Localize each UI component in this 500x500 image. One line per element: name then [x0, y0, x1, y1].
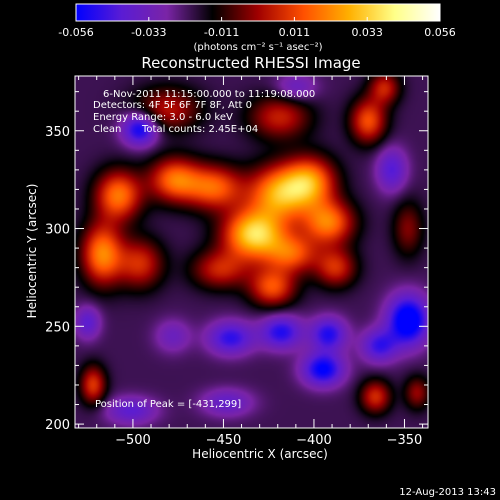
detectors-text: Detectors: 4F 5F 6F 7F 8F, Att 0: [93, 100, 252, 111]
colorbar-tick-label: -0.011: [204, 26, 239, 39]
footer-timestamp: 12-Aug-2013 13:43: [399, 487, 496, 498]
y-tick-label: 300: [45, 223, 70, 238]
peak-position-text: Position of Peak = [-431,299]: [95, 399, 241, 410]
annotation-block: 6-Nov-2011 11:15:00.000 to 11:19:08.000 …: [93, 89, 315, 410]
colorbar-tick-label: 0.011: [279, 26, 311, 39]
x-tick-label: −400: [296, 433, 332, 448]
total-counts-text: Total counts: 2.45E+04: [141, 124, 258, 135]
plot-frame: [74, 75, 429, 429]
colorbar-tick-label: -0.056: [58, 26, 93, 39]
y-tick-label: 350: [45, 125, 70, 140]
colorbar-unit-label: (photons cm⁻² s⁻¹ asec⁻²): [193, 42, 322, 53]
colorbar-tick-label: -0.033: [131, 26, 166, 39]
y-tick-label: 200: [45, 418, 70, 433]
x-axis-label: Heliocentric X (arcsec): [192, 447, 328, 461]
x-tick-label: −500: [115, 433, 151, 448]
energy-range-text: Energy Range: 3.0 - 6.0 keV: [93, 112, 233, 123]
y-axis-ticks: [75, 91, 428, 425]
colorbar-ticks: [75, 17, 441, 21]
time-range-text: 6-Nov-2011 11:15:00.000 to 11:19:08.000: [103, 89, 315, 100]
y-tick-label: 250: [45, 320, 70, 335]
heatmap-area: [75, 76, 428, 428]
colorbar-gradient: [76, 4, 440, 21]
x-tick-label: −450: [206, 433, 242, 448]
colorbar: -0.056 -0.033 -0.011 0.011 0.033 0.056 (…: [58, 3, 456, 53]
colorbar-frame: [75, 3, 441, 22]
heatmap-image: [75, 76, 428, 428]
y-axis-label: Heliocentric Y (arcsec): [25, 184, 39, 319]
x-axis-ticks: [78, 76, 424, 428]
x-axis-tick-labels: −500 −450 −400 −350: [115, 433, 422, 448]
x-tick-label: −350: [387, 433, 423, 448]
colorbar-tick-label: 0.033: [351, 26, 383, 39]
y-axis-tick-labels: 200 250 300 350: [45, 125, 70, 433]
chart-title: Reconstructed RHESSI Image: [141, 54, 360, 72]
method-text: Clean: [93, 124, 121, 135]
colorbar-tick-label: 0.056: [424, 26, 456, 39]
